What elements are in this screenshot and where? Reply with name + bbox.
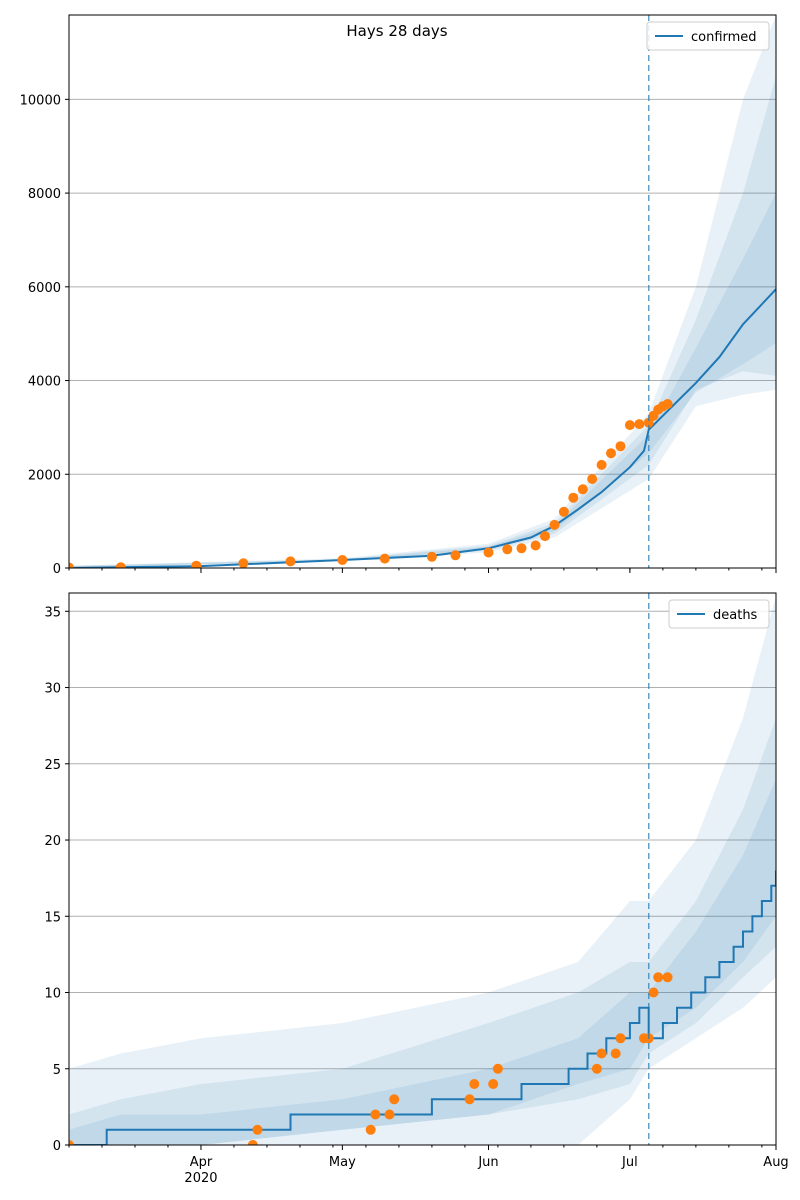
- x-tick-label: Apr: [190, 1155, 213, 1170]
- plot-area: [69, 596, 776, 1145]
- plot-area: [69, 15, 776, 568]
- y-tick-label: 8000: [28, 187, 61, 202]
- uncertainty-band-2: [69, 718, 776, 1145]
- y-tick-label: 15: [44, 910, 61, 925]
- legend-label: deaths: [713, 608, 758, 623]
- observed-point: [502, 544, 513, 555]
- observed-point: [384, 1109, 395, 1120]
- observed-point: [606, 448, 616, 459]
- y-tick-label: 2000: [28, 468, 61, 483]
- x-tick-sublabel: 2020: [184, 1171, 217, 1186]
- x-tick-label: Jul: [621, 1155, 638, 1170]
- observed-point: [191, 560, 202, 568]
- observed-point: [469, 1079, 480, 1089]
- observed-point: [365, 1124, 376, 1135]
- y-tick-label: 5: [53, 1063, 61, 1078]
- observed-point: [337, 555, 348, 565]
- observed-point: [464, 1094, 475, 1105]
- observed-point: [653, 972, 664, 983]
- observed-point: [591, 1063, 602, 1074]
- observed-point: [615, 1033, 626, 1044]
- observed-point: [450, 550, 461, 561]
- observed-point: [115, 562, 126, 568]
- y-tick-label: 35: [44, 605, 61, 620]
- observed-point: [662, 399, 673, 409]
- observed-point: [634, 419, 645, 430]
- observed-point: [643, 417, 654, 428]
- observed-point: [587, 474, 598, 484]
- axes-frame: [68, 14, 777, 569]
- observed-point: [662, 972, 673, 983]
- observed-point: [615, 441, 626, 452]
- observed-point: [483, 547, 494, 558]
- observed-point: [238, 558, 249, 568]
- observed-point: [247, 1140, 258, 1145]
- observed-point: [540, 531, 550, 542]
- y-tick-label: 0: [53, 562, 61, 577]
- observed-point: [370, 1109, 381, 1120]
- model-line-deaths: [69, 870, 776, 1145]
- observed-point: [389, 1094, 400, 1105]
- observed-point: [285, 556, 296, 567]
- observed-point: [648, 987, 659, 998]
- observed-point: [252, 1124, 263, 1135]
- y-tick-label: 10: [44, 987, 61, 1002]
- y-tick-label: 4000: [28, 375, 61, 390]
- x-tick-label: Jun: [477, 1155, 498, 1170]
- observed-point: [426, 551, 437, 562]
- observed-point: [488, 1079, 499, 1089]
- observed-point: [596, 459, 607, 470]
- observed-point: [624, 420, 635, 431]
- observed-point: [69, 562, 74, 568]
- observed-point: [530, 540, 541, 551]
- legend: confirmed: [646, 21, 770, 51]
- observed-point: [596, 1048, 607, 1059]
- legend: deaths: [668, 599, 770, 629]
- observed-point: [558, 506, 569, 517]
- confirmed-panel: 0 2000 4000 6000 8000 10000 confirmed: [20, 14, 777, 577]
- observed-point: [610, 1048, 621, 1059]
- observed-point: [549, 519, 560, 530]
- x-tick-label: Aug: [763, 1155, 788, 1170]
- observed-point: [379, 553, 390, 564]
- observed-point: [577, 484, 588, 495]
- observed-point: [568, 492, 579, 503]
- observed-point: [516, 543, 527, 554]
- y-tick-label: 25: [44, 758, 61, 773]
- observed-point: [492, 1063, 503, 1074]
- legend-box: [646, 21, 770, 51]
- observed-point: [69, 1140, 74, 1145]
- uncertainty-band-1: [69, 596, 776, 1145]
- y-tick-label: 10000: [20, 93, 61, 108]
- y-tick-label: 20: [44, 834, 61, 849]
- y-tick-label: 0: [53, 1139, 61, 1154]
- x-tick-label: May: [329, 1155, 356, 1170]
- legend-box: [668, 599, 770, 629]
- legend-label: confirmed: [691, 30, 757, 45]
- y-tick-label: 30: [44, 682, 61, 697]
- axes-frame: [68, 592, 777, 1146]
- figure-title: Hays 28 days: [346, 22, 447, 40]
- y-tick-label: 6000: [28, 281, 61, 296]
- model-line-confirmed: [69, 288, 776, 568]
